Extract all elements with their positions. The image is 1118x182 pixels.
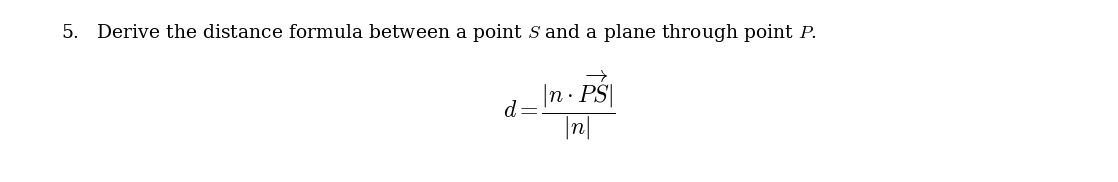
Text: 5.   Derive the distance formula between a point $S$ and a plane through point $: 5. Derive the distance formula between a… xyxy=(61,22,817,44)
Text: $d = \dfrac{|n \cdot \overrightarrow{PS}|}{|n|}$: $d = \dfrac{|n \cdot \overrightarrow{PS}… xyxy=(503,69,615,142)
